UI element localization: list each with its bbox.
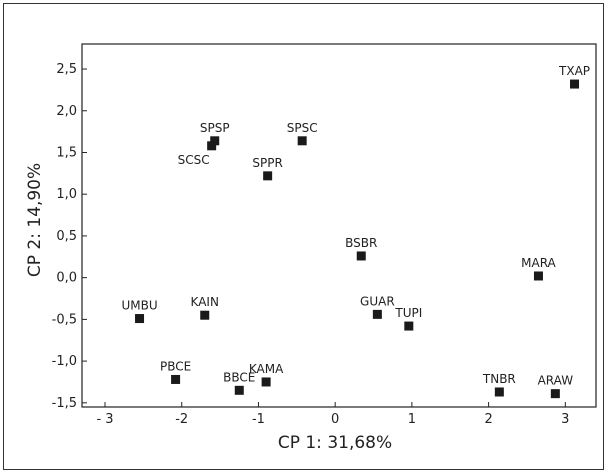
point-label-sppr: SPPR: [252, 156, 282, 170]
data-point-bbce: [234, 385, 244, 395]
y-tick-label: 0,5: [56, 229, 77, 244]
point-label-spsc: SPSC: [287, 121, 318, 135]
x-tick-label: 0: [331, 412, 339, 427]
y-tick-label: 2,0: [56, 104, 77, 119]
point-label-tnbr: TNBR: [482, 372, 516, 386]
point-label-pbce: PBCE: [160, 359, 191, 373]
data-point-pbce: [171, 374, 181, 384]
y-tick-label: -0,5: [52, 312, 77, 327]
y-tick-label: -1,5: [52, 396, 77, 411]
data-point-scsc: [207, 141, 217, 151]
data-point-guar: [372, 309, 382, 319]
x-tick-label: 1: [408, 412, 416, 427]
y-tick-label: -1,0: [52, 354, 77, 369]
y-tick-label: 1,5: [56, 145, 77, 160]
point-label-guar: GUAR: [360, 294, 395, 308]
x-tick-label: - 3: [96, 412, 113, 427]
data-point-araw: [550, 389, 560, 399]
x-tick-label: -2: [175, 412, 188, 427]
y-tick-label: 2,5: [56, 62, 77, 77]
point-label-bbce: BBCE: [223, 370, 255, 384]
point-label-umbu: UMBU: [121, 299, 157, 313]
x-tick-label: 2: [484, 412, 492, 427]
point-label-araw: ARAW: [538, 374, 574, 388]
y-tick-label: 1,0: [56, 187, 77, 202]
data-point-bsbr: [356, 251, 366, 261]
data-point-tnbr: [494, 387, 504, 397]
data-point-sppr: [263, 171, 273, 181]
plot-area: [81, 43, 597, 408]
point-label-bsbr: BSBR: [345, 236, 377, 250]
data-point-txap: [570, 79, 580, 89]
point-label-mara: MARA: [521, 256, 556, 270]
point-label-txap: TXAP: [558, 64, 590, 78]
point-label-kama: KAMA: [249, 362, 284, 376]
point-label-spsp: SPSP: [200, 121, 230, 135]
point-label-scsc: SCSC: [178, 153, 210, 167]
x-tick-label: -1: [252, 412, 265, 427]
y-tick-label: 0,0: [56, 271, 77, 286]
data-point-tupi: [404, 321, 414, 331]
point-label-kain: KAIN: [191, 295, 219, 309]
data-points: TXAP SPSP SCSC SPSC SPPR BSBR MARA UMBU KAIN GUAR…: [121, 64, 590, 399]
y-axis-title: CP 2: 14,90%: [25, 163, 45, 277]
x-axis-title: CP 1: 31,68%: [278, 433, 392, 453]
data-point-umbu: [135, 314, 145, 324]
x-tick-label: 3: [561, 412, 569, 427]
data-point-kain: [200, 310, 210, 320]
data-point-spsp: [210, 136, 220, 146]
point-label-tupi: TUPI: [394, 306, 422, 320]
data-point-kama: [261, 377, 271, 387]
x-axis-ticks: - 3 -2 -1 0 1 2 3: [96, 402, 569, 427]
data-point-spsc: [297, 136, 307, 146]
data-point-mara: [533, 271, 543, 281]
y-axis-ticks: -1,5 -1,0 -0,5 0,0 0,5 1,0 1,5 2,0 2,5: [52, 62, 87, 411]
